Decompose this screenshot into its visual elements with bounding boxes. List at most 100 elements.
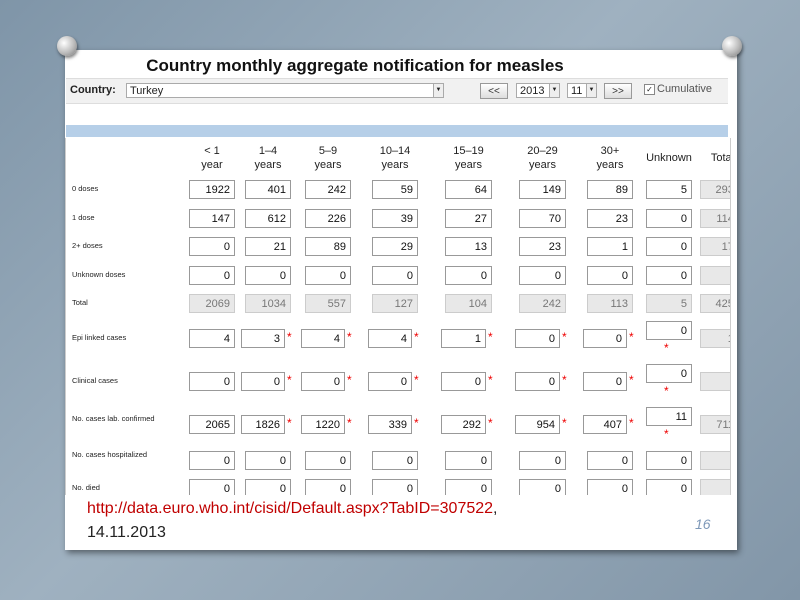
country-value: Turkey (130, 85, 164, 97)
year-select[interactable]: 2013 ▼ (516, 83, 560, 98)
required-mark: * (414, 373, 419, 387)
input-cell[interactable]: 0 (519, 451, 566, 470)
next-button[interactable]: >> (604, 83, 632, 99)
input-cell[interactable]: 0 (305, 266, 351, 285)
column-header: years (455, 159, 482, 171)
input-cell[interactable]: 0 (587, 451, 633, 470)
input-cell[interactable]: 226 (305, 209, 351, 228)
input-cell[interactable]: 1 (587, 237, 633, 256)
input-cell[interactable]: 149 (519, 180, 566, 199)
input-cell[interactable]: 0 (646, 479, 692, 495)
input-cell[interactable]: 0 (189, 237, 235, 256)
country-select[interactable]: Turkey ▼ (126, 83, 444, 98)
input-cell[interactable]: 5 (646, 180, 692, 199)
input-cell[interactable]: 0 (189, 451, 235, 470)
required-mark: * (488, 330, 493, 344)
input-cell[interactable]: 0 (189, 372, 235, 391)
input-cell[interactable]: 401 (245, 180, 291, 199)
input-cell[interactable]: 29 (372, 237, 418, 256)
input-cell[interactable]: 1826 (241, 415, 285, 434)
input-cell[interactable]: 0 (445, 479, 492, 495)
input-cell[interactable]: 0 (245, 451, 291, 470)
input-cell[interactable]: 0 (372, 451, 418, 470)
input-cell: 1144 (700, 209, 730, 228)
input-cell[interactable]: 0 (646, 266, 692, 285)
required-mark: * (488, 416, 493, 430)
input-cell[interactable]: 70 (519, 209, 566, 228)
input-cell[interactable]: 0 (372, 479, 418, 495)
input-cell[interactable]: 0 (305, 451, 351, 470)
column-header: 1–4 (258, 145, 278, 157)
input-cell[interactable]: 23 (519, 237, 566, 256)
required-mark: * (414, 330, 419, 344)
column-header: < 1 (204, 145, 220, 157)
required-mark: * (287, 330, 292, 344)
input-cell[interactable]: 0 (646, 321, 692, 340)
input-cell[interactable]: 0 (245, 479, 291, 495)
input-cell[interactable]: 4 (189, 329, 235, 348)
input-cell[interactable]: 4 (301, 329, 345, 348)
input-cell[interactable]: 23 (587, 209, 633, 228)
link-text[interactable]: http://data.euro.who.int/cisid/Default.a… (87, 500, 494, 517)
input-cell[interactable]: 0 (583, 372, 627, 391)
input-cell[interactable]: 0 (519, 266, 566, 285)
input-cell[interactable]: 11 (646, 407, 692, 426)
input-cell[interactable]: 13 (445, 237, 492, 256)
input-cell[interactable]: 0 (445, 451, 492, 470)
input-cell: 104 (445, 294, 492, 313)
input-cell[interactable]: 0 (441, 372, 486, 391)
input-cell[interactable]: 0 (646, 209, 692, 228)
input-cell[interactable]: 0 (646, 364, 692, 383)
input-cell[interactable]: 0 (445, 266, 492, 285)
input-cell: 113 (587, 294, 633, 313)
input-cell[interactable]: 0 (301, 372, 345, 391)
input-cell[interactable]: 1 (441, 329, 486, 348)
input-cell[interactable]: 3 (241, 329, 285, 348)
input-cell[interactable]: 0 (372, 266, 418, 285)
input-cell[interactable]: 0 (583, 329, 627, 348)
input-cell[interactable]: 0 (519, 479, 566, 495)
input-cell[interactable]: 39 (372, 209, 418, 228)
column-header: Total (710, 152, 730, 164)
input-cell[interactable]: 1220 (301, 415, 345, 434)
input-cell[interactable]: 0 (189, 479, 235, 495)
input-cell[interactable]: 0 (587, 479, 633, 495)
row-label: No. cases hospitalized (72, 450, 148, 459)
input-cell[interactable]: 0 (368, 372, 412, 391)
input-cell[interactable]: 0 (587, 266, 633, 285)
cumulative-checkbox[interactable]: ✓ (644, 84, 655, 95)
input-cell[interactable]: 0 (646, 451, 692, 470)
input-cell[interactable]: 612 (245, 209, 291, 228)
input-cell[interactable]: 1922 (189, 180, 235, 199)
input-cell[interactable]: 0 (515, 329, 560, 348)
input-cell[interactable]: 4 (368, 329, 412, 348)
input-cell[interactable]: 59 (372, 180, 418, 199)
input-cell[interactable]: 147 (189, 209, 235, 228)
footer-link[interactable]: http://data.euro.who.int/cisid/Default.a… (87, 500, 498, 518)
month-select[interactable]: 11 ▼ (567, 83, 597, 98)
input-cell[interactable]: 0 (241, 372, 285, 391)
input-cell[interactable]: 0 (646, 237, 692, 256)
input-cell[interactable]: 0 (515, 372, 560, 391)
input-cell[interactable]: 64 (445, 180, 492, 199)
input-cell[interactable]: 954 (515, 415, 560, 434)
input-cell[interactable]: 242 (305, 180, 351, 199)
input-cell[interactable]: 0 (305, 479, 351, 495)
input-cell: 2069 (189, 294, 235, 313)
input-cell[interactable]: 27 (445, 209, 492, 228)
input-cell[interactable]: 0 (189, 266, 235, 285)
footer-date: 14.11.2013 (87, 524, 166, 541)
required-mark: * (629, 416, 634, 430)
row-label: Clinical cases (72, 376, 118, 385)
input-cell[interactable]: 89 (305, 237, 351, 256)
input-cell[interactable]: 292 (441, 415, 486, 434)
input-cell[interactable]: 0 (245, 266, 291, 285)
input-cell[interactable]: 339 (368, 415, 412, 434)
input-cell[interactable]: 407 (583, 415, 627, 434)
prev-button[interactable]: << (480, 83, 508, 99)
input-cell[interactable]: 21 (245, 237, 291, 256)
input-cell[interactable]: 2065 (189, 415, 235, 434)
page-number: 16 (695, 516, 711, 532)
required-mark: * (562, 373, 567, 387)
input-cell[interactable]: 89 (587, 180, 633, 199)
